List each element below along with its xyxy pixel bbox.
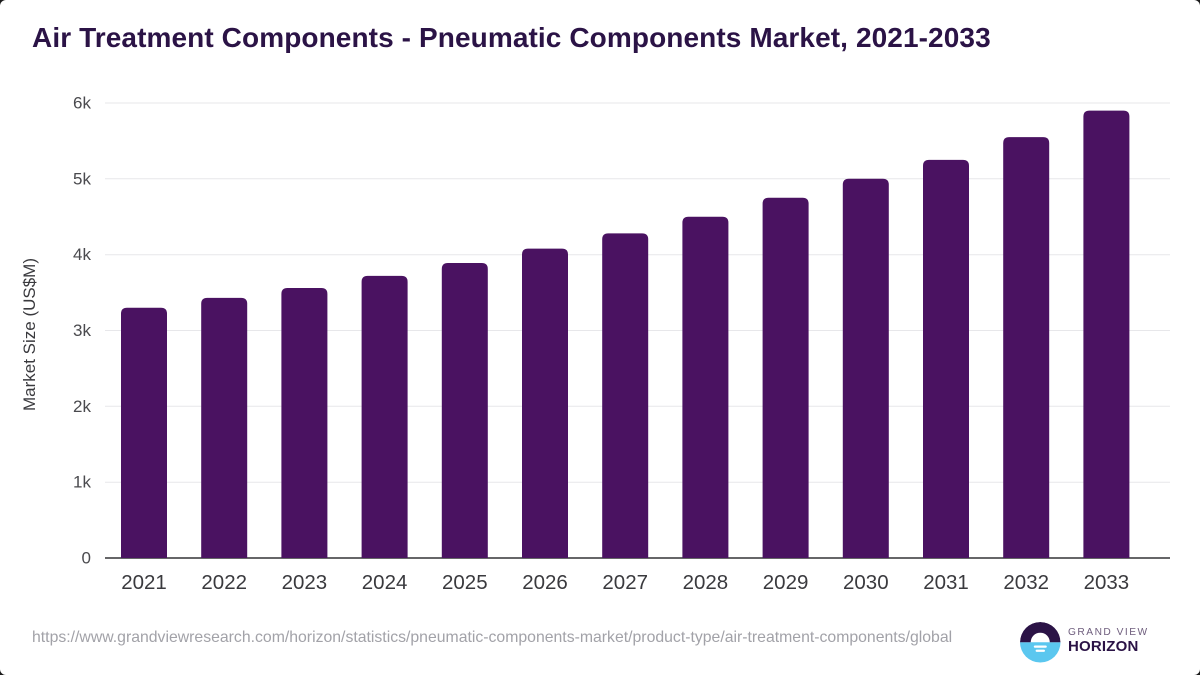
svg-text:6k: 6k bbox=[73, 94, 91, 113]
svg-text:4k: 4k bbox=[73, 245, 91, 264]
svg-text:2032: 2032 bbox=[1003, 571, 1049, 594]
svg-text:2030: 2030 bbox=[843, 571, 889, 594]
svg-text:2025: 2025 bbox=[442, 571, 488, 594]
svg-text:3k: 3k bbox=[73, 321, 91, 340]
svg-text:2024: 2024 bbox=[362, 571, 408, 594]
svg-text:2023: 2023 bbox=[282, 571, 328, 594]
svg-text:2033: 2033 bbox=[1084, 571, 1130, 594]
svg-text:2022: 2022 bbox=[201, 571, 247, 594]
svg-text:2027: 2027 bbox=[602, 571, 648, 594]
svg-text:2021: 2021 bbox=[121, 571, 167, 594]
svg-text:1k: 1k bbox=[73, 473, 91, 492]
svg-text:2k: 2k bbox=[73, 397, 91, 416]
svg-text:0: 0 bbox=[82, 549, 91, 568]
svg-text:2029: 2029 bbox=[763, 571, 809, 594]
svg-text:2026: 2026 bbox=[522, 571, 568, 594]
svg-text:2031: 2031 bbox=[923, 571, 969, 594]
svg-text:2028: 2028 bbox=[683, 571, 729, 594]
svg-text:5k: 5k bbox=[73, 169, 91, 188]
